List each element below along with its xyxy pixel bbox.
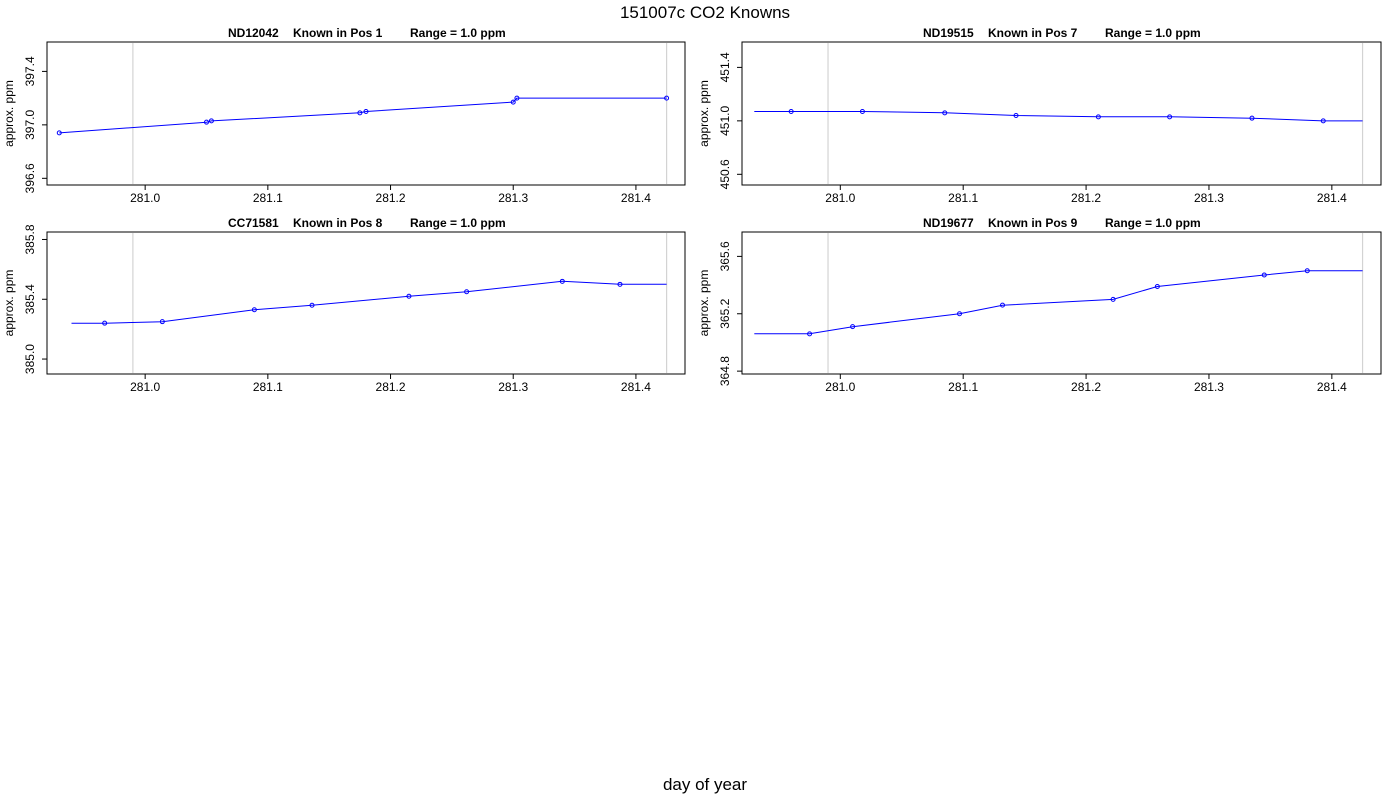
- data-point: [1167, 114, 1173, 120]
- x-tick-label: 281.4: [1317, 191, 1347, 205]
- data-point: [204, 119, 209, 125]
- y-tick-label: 396.6: [23, 163, 37, 193]
- data-point: [1261, 272, 1267, 278]
- y-axis-label: approx. ppm: [697, 270, 711, 337]
- x-tick-label: 281.2: [376, 191, 406, 205]
- data-point: [1249, 115, 1255, 121]
- x-tick-label: 281.1: [948, 191, 978, 205]
- data-point: [1110, 296, 1116, 302]
- data-point: [510, 99, 516, 105]
- y-tick-label: 451.0: [718, 106, 732, 136]
- x-tick-label: 281.0: [130, 191, 160, 205]
- panel-title-part: Range = 1.0 ppm: [410, 26, 506, 40]
- data-point: [309, 302, 315, 308]
- y-axis-label: approx. ppm: [697, 80, 711, 147]
- data-point: [1304, 268, 1310, 274]
- y-tick-label: 385.0: [23, 344, 37, 374]
- x-tick-label: 281.3: [1194, 380, 1224, 394]
- y-tick-label: 385.4: [23, 284, 37, 314]
- x-tick-label: 281.3: [498, 191, 528, 205]
- series-line: [754, 111, 1363, 122]
- y-tick-label: 365.2: [718, 298, 732, 328]
- series-line: [59, 97, 667, 134]
- x-tick-label: 281.0: [825, 380, 855, 394]
- x-tick-label: 281.1: [948, 380, 978, 394]
- chart-panel-1: ND12042 Known in Pos 1 Range = 1.0 ppm 281.…: [2, 26, 686, 205]
- y-tick-label: 397.4: [23, 56, 37, 86]
- x-tick-label: 281.3: [1194, 191, 1224, 205]
- x-tick-label: 281.0: [130, 380, 160, 394]
- panel-title-part: ND19515: [923, 26, 974, 40]
- series-line: [71, 280, 667, 324]
- plot-frame: [46, 231, 686, 375]
- data-point: [559, 278, 565, 284]
- data-point: [859, 108, 865, 114]
- y-tick-label: 450.6: [718, 159, 732, 189]
- x-tick-label: 281.4: [621, 191, 651, 205]
- panel-title-part: Known in Pos 1: [293, 26, 383, 40]
- panel-title-part: Range = 1.0 ppm: [1105, 26, 1201, 40]
- data-point: [1095, 114, 1101, 120]
- data-point: [1320, 118, 1326, 124]
- x-tick-label: 281.0: [825, 191, 855, 205]
- chart-panel-3: CC71581 Known in Pos 8 Range = 1.0 ppm 281.…: [2, 216, 686, 394]
- x-tick-label: 281.3: [498, 380, 528, 394]
- data-point: [208, 118, 214, 124]
- data-point: [56, 130, 62, 136]
- y-axis-label: approx. ppm: [2, 80, 16, 147]
- x-tick-label: 281.1: [253, 191, 283, 205]
- data-point: [159, 319, 165, 325]
- data-point: [464, 289, 470, 295]
- y-tick-label: 365.6: [718, 241, 732, 271]
- y-tick-label: 397.0: [23, 110, 37, 140]
- data-point: [850, 324, 856, 330]
- page-title: 151007c CO2 Knowns: [619, 3, 791, 22]
- series-line: [754, 270, 1363, 335]
- data-point: [102, 320, 108, 326]
- plot-frame: [741, 41, 1382, 186]
- data-point: [1000, 302, 1006, 308]
- x-tick-label: 281.2: [1071, 380, 1101, 394]
- x-tick-label: 281.2: [376, 380, 406, 394]
- data-point: [942, 110, 948, 116]
- y-tick-label: 364.8: [718, 356, 732, 386]
- panel-title-part: Known in Pos 9: [988, 216, 1078, 230]
- panel-title-part: Range = 1.0 ppm: [1105, 216, 1201, 230]
- data-point: [363, 108, 369, 114]
- data-point: [957, 311, 963, 317]
- data-point: [406, 293, 412, 299]
- plot-frame: [46, 41, 686, 186]
- x-tick-label: 281.4: [1317, 380, 1347, 394]
- data-point: [1154, 284, 1160, 290]
- panel-title-part: Known in Pos 7: [988, 26, 1078, 40]
- data-point: [788, 108, 794, 114]
- data-point: [357, 110, 363, 116]
- data-point: [251, 307, 257, 313]
- data-point: [807, 331, 813, 337]
- y-axis-label: approx. ppm: [2, 270, 16, 337]
- x-axis-label: day of year: [662, 775, 748, 794]
- data-point: [617, 281, 623, 287]
- panel-title-part: CC71581: [228, 216, 279, 230]
- panel-title-part: Range = 1.0 ppm: [410, 216, 506, 230]
- chart-panel-4: ND19677 Known in Pos 9 Range = 1.0 ppm 281.…: [697, 216, 1382, 394]
- panel-title-part: ND12042: [228, 26, 279, 40]
- x-tick-label: 281.2: [1071, 191, 1101, 205]
- x-tick-label: 281.1: [253, 380, 283, 394]
- data-point: [664, 95, 670, 101]
- plot-frame: [741, 231, 1382, 375]
- chart-panel-2: ND19515 Known in Pos 7 Range = 1.0 ppm 281.…: [697, 26, 1382, 205]
- data-point: [514, 95, 520, 101]
- y-tick-label: 385.8: [23, 224, 37, 254]
- y-tick-label: 451.4: [718, 52, 732, 82]
- data-point: [1013, 113, 1019, 119]
- x-tick-label: 281.4: [621, 380, 651, 394]
- panel-title-part: ND19677: [923, 216, 974, 230]
- panel-title-part: Known in Pos 8: [293, 216, 383, 230]
